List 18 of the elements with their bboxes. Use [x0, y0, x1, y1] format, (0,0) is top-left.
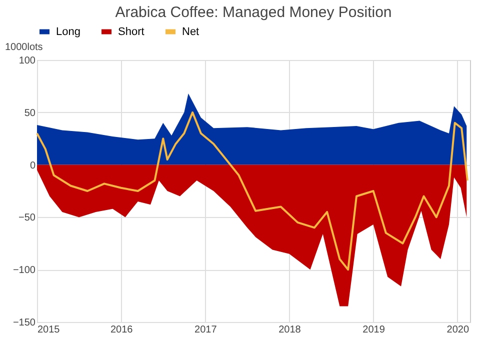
legend-label: Net: [182, 26, 200, 38]
y-tick-label: −100: [12, 265, 36, 276]
y-axis-title: 1000lots: [5, 42, 43, 53]
y-tick-label: −50: [18, 212, 36, 224]
chart-title: Arabica Coffee: Managed Money Position: [115, 4, 392, 21]
y-tick-label: 50: [24, 108, 36, 119]
y-tick-label: −150: [12, 318, 36, 328]
y-tick-label: 0: [30, 160, 36, 172]
x-tick-label: 2019: [362, 324, 386, 336]
line-series: [36, 111, 468, 271]
legend-label: Short: [118, 26, 144, 38]
x-tick-label: 2017: [194, 324, 218, 336]
x-tick-label: 2016: [110, 324, 134, 336]
x-tick-label: 2015: [38, 324, 60, 336]
legend-label: Long: [56, 26, 80, 38]
x-tick-label: 2018: [278, 324, 302, 336]
y-tick-label: 100: [18, 56, 36, 66]
x-tick-label: 2020: [446, 324, 470, 336]
